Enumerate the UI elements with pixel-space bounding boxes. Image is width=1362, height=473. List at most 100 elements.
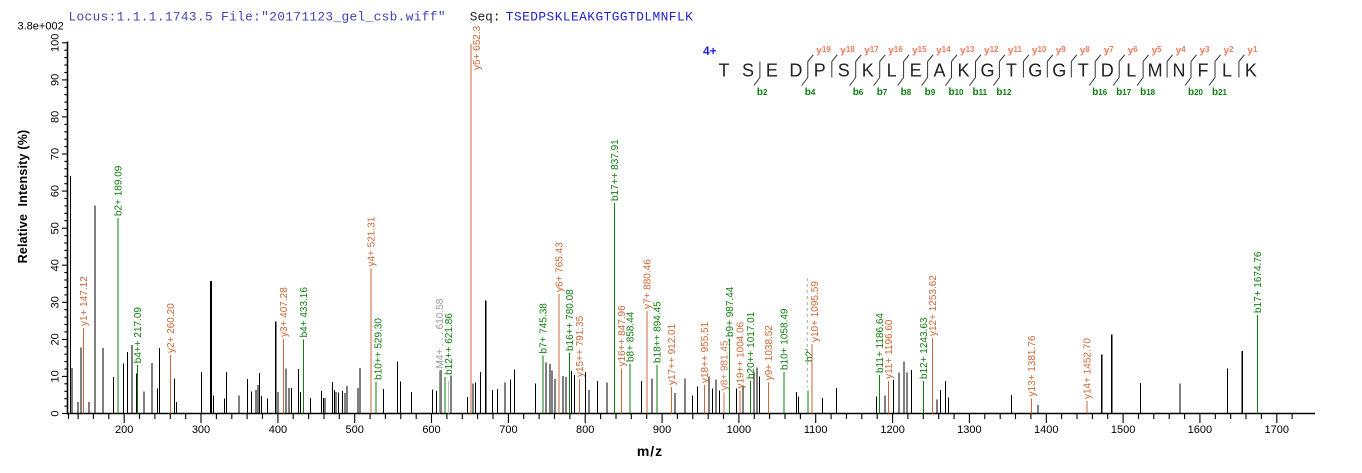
svg-text:D: D bbox=[789, 61, 802, 81]
svg-text:y12+ 1253.62: y12+ 1253.62 bbox=[928, 275, 939, 336]
svg-text:T: T bbox=[1006, 61, 1017, 81]
svg-text:Seq:: Seq: bbox=[470, 10, 501, 25]
svg-text:y13+ 1381.76: y13+ 1381.76 bbox=[1027, 335, 1038, 396]
svg-text:y14: y14 bbox=[936, 45, 951, 57]
svg-text:b7: b7 bbox=[877, 87, 888, 98]
svg-text:y14+ 1452.70: y14+ 1452.70 bbox=[1082, 338, 1093, 399]
svg-text:K: K bbox=[957, 61, 969, 81]
svg-text:K: K bbox=[1245, 61, 1257, 81]
svg-text:400: 400 bbox=[269, 424, 287, 436]
svg-text:y19: y19 bbox=[816, 45, 831, 57]
svg-text:y3: y3 bbox=[1200, 45, 1211, 57]
svg-text:b7+ 745.38: b7+ 745.38 bbox=[539, 303, 550, 354]
svg-text:y9: y9 bbox=[1056, 45, 1067, 57]
svg-text:P: P bbox=[814, 61, 826, 81]
svg-text:100: 100 bbox=[50, 34, 62, 52]
svg-text:60: 60 bbox=[50, 185, 62, 197]
svg-text:M4+ . . . 610.58: M4+ . . . 610.58 bbox=[435, 298, 446, 368]
svg-text:T: T bbox=[719, 61, 730, 81]
svg-text:3.8e+002: 3.8e+002 bbox=[18, 21, 64, 33]
svg-text:y11: y11 bbox=[1008, 45, 1023, 57]
svg-text:y3+ 407.28: y3+ 407.28 bbox=[279, 287, 290, 337]
svg-text:N: N bbox=[1173, 61, 1186, 81]
svg-text:TSEDPSKLEAKGTGGTDLMNFLK: TSEDPSKLEAKGTGGTDLMNFLK bbox=[506, 10, 693, 25]
svg-text:y5+ 652.3: y5+ 652.3 bbox=[472, 25, 483, 70]
svg-text:1200: 1200 bbox=[880, 424, 904, 436]
svg-text:y18++ 955.51: y18++ 955.51 bbox=[700, 321, 711, 383]
svg-text:1600: 1600 bbox=[1188, 424, 1212, 436]
svg-text:b9: b9 bbox=[925, 87, 936, 98]
svg-text:y12: y12 bbox=[984, 45, 999, 57]
svg-text:70: 70 bbox=[50, 148, 62, 160]
svg-text:L: L bbox=[1222, 61, 1232, 81]
svg-text:b20++ 1017.01: b20++ 1017.01 bbox=[746, 311, 757, 379]
svg-text:1100: 1100 bbox=[804, 424, 828, 436]
svg-text:y2+ 260.20: y2+ 260.20 bbox=[166, 303, 177, 353]
svg-text:Locus:1.1.1.1743.5 File:"20171: Locus:1.1.1.1743.5 File:"20171123_gel_cs… bbox=[69, 10, 446, 25]
svg-text:L: L bbox=[887, 61, 897, 81]
svg-text:b11+ 1186.64: b11+ 1186.64 bbox=[875, 313, 886, 373]
svg-text:1300: 1300 bbox=[957, 424, 981, 436]
svg-text:b12: b12 bbox=[996, 87, 1012, 98]
svg-text:y9+ 1038.52: y9+ 1038.52 bbox=[764, 325, 775, 381]
svg-text:50: 50 bbox=[50, 222, 62, 234]
svg-text:b4: b4 bbox=[805, 87, 816, 98]
svg-text:y1: y1 bbox=[1247, 45, 1258, 57]
svg-text:Relative Intensity (%): Relative Intensity (%) bbox=[16, 130, 30, 264]
svg-text:L: L bbox=[1126, 61, 1136, 81]
svg-text:b10++ 529.30: b10++ 529.30 bbox=[374, 318, 385, 380]
svg-text:b4++ 217.09: b4++ 217.09 bbox=[133, 307, 144, 364]
svg-text:G: G bbox=[980, 61, 994, 81]
svg-text:A: A bbox=[933, 61, 945, 81]
svg-text:b17+ 1674.76: b17+ 1674.76 bbox=[1253, 251, 1264, 313]
svg-text:b2+ 189.09: b2+ 189.09 bbox=[114, 165, 125, 216]
svg-text:1400: 1400 bbox=[1034, 424, 1058, 436]
svg-text:800: 800 bbox=[576, 424, 594, 436]
svg-text:y6: y6 bbox=[1128, 45, 1139, 57]
svg-text:y6+ 765.43: y6+ 765.43 bbox=[555, 242, 566, 292]
svg-text:500: 500 bbox=[346, 424, 364, 436]
svg-text:y16: y16 bbox=[888, 45, 903, 57]
svg-text:b12+ 1243.63: b12+ 1243.63 bbox=[919, 317, 930, 379]
svg-text:10: 10 bbox=[50, 370, 62, 382]
svg-text:b4+ 433.16: b4+ 433.16 bbox=[299, 287, 310, 338]
svg-text:S: S bbox=[742, 61, 754, 81]
svg-text:K: K bbox=[862, 61, 874, 81]
svg-text:b8: b8 bbox=[901, 87, 912, 98]
svg-text:b16: b16 bbox=[1092, 87, 1108, 98]
svg-text:y17++ 912.01: y17++ 912.01 bbox=[667, 323, 678, 385]
svg-text:0: 0 bbox=[50, 410, 62, 416]
svg-text:y15++ 791.35: y15++ 791.35 bbox=[575, 315, 586, 377]
svg-text:E: E bbox=[910, 61, 922, 81]
svg-text:b10: b10 bbox=[949, 87, 965, 98]
svg-text:b8+ 858.44: b8+ 858.44 bbox=[626, 311, 637, 362]
svg-text:F: F bbox=[1198, 61, 1209, 81]
svg-text:30: 30 bbox=[50, 296, 62, 308]
svg-text:y8+ 981.45: y8+ 981.45 bbox=[719, 340, 730, 390]
svg-text:y4: y4 bbox=[1176, 45, 1187, 57]
svg-text:1500: 1500 bbox=[1111, 424, 1135, 436]
svg-text:600: 600 bbox=[422, 424, 440, 436]
svg-text:b9+ 987.44: b9+ 987.44 bbox=[725, 286, 736, 337]
svg-text:y15: y15 bbox=[912, 45, 927, 57]
svg-text:b2: b2 bbox=[757, 87, 768, 98]
svg-text:y1+ 147.12: y1+ 147.12 bbox=[79, 276, 90, 326]
svg-text:y8: y8 bbox=[1080, 45, 1091, 57]
svg-text:b2’: b2’ bbox=[804, 349, 815, 362]
svg-text:y13: y13 bbox=[960, 45, 975, 57]
svg-text:1000: 1000 bbox=[727, 424, 751, 436]
svg-text:M: M bbox=[1148, 61, 1163, 81]
svg-text:b20: b20 bbox=[1188, 87, 1204, 98]
svg-text:E: E bbox=[766, 61, 778, 81]
svg-text:y10: y10 bbox=[1032, 45, 1047, 57]
svg-text:40: 40 bbox=[50, 259, 62, 271]
svg-text:T: T bbox=[1078, 61, 1089, 81]
svg-text:b18: b18 bbox=[1140, 87, 1156, 98]
svg-text:b16++ 780.08: b16++ 780.08 bbox=[565, 289, 576, 351]
svg-text:y16++ 847.96: y16++ 847.96 bbox=[617, 305, 628, 367]
svg-text:y19++ 1004.06: y19++ 1004.06 bbox=[736, 321, 747, 388]
svg-text:y18: y18 bbox=[840, 45, 855, 57]
svg-text:y5: y5 bbox=[1152, 45, 1163, 57]
svg-text:700: 700 bbox=[499, 424, 517, 436]
svg-text:90: 90 bbox=[50, 74, 62, 86]
